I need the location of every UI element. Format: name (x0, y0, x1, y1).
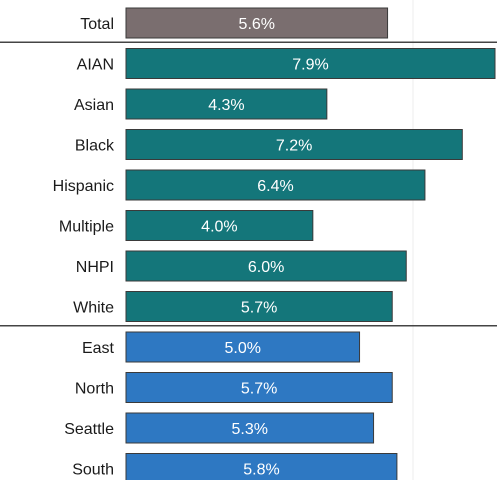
value-label: 5.8% (243, 462, 279, 479)
category-label: NHPI (76, 259, 114, 276)
bar-multiple (125, 210, 314, 241)
bar-asian (125, 88, 328, 120)
bar-black (125, 129, 463, 160)
category-label: AIAN (77, 57, 114, 74)
bar-seattle (125, 412, 375, 444)
value-label: 5.0% (225, 340, 261, 357)
value-label: 7.2% (276, 138, 312, 155)
category-label: Seattle (64, 421, 114, 438)
value-label: 5.7% (241, 300, 277, 317)
category-label: White (73, 300, 114, 317)
category-label: South (72, 462, 114, 479)
value-label: 4.0% (201, 219, 237, 236)
value-label: 5.6% (239, 16, 275, 33)
value-label: 6.0% (248, 259, 284, 276)
value-label: 5.3% (232, 421, 268, 438)
value-label: 7.9% (292, 57, 328, 74)
category-label: Asian (74, 97, 114, 114)
bar-south (125, 453, 398, 480)
category-label: Black (75, 138, 115, 155)
category-label: Total (80, 16, 114, 33)
bar-white (125, 291, 393, 322)
bar-aian (125, 48, 496, 79)
category-label: North (75, 381, 114, 398)
category-label: Hispanic (53, 178, 114, 195)
value-label: 5.7% (241, 381, 277, 398)
bar-nhpi (125, 250, 407, 282)
value-label: 4.3% (208, 97, 244, 114)
category-label: Multiple (59, 219, 114, 236)
bar-east (125, 331, 361, 363)
bar-total (125, 7, 389, 39)
value-label: 6.4% (257, 178, 293, 195)
bar-north (125, 372, 393, 403)
category-label: East (82, 340, 115, 357)
bar-hispanic (125, 169, 426, 201)
